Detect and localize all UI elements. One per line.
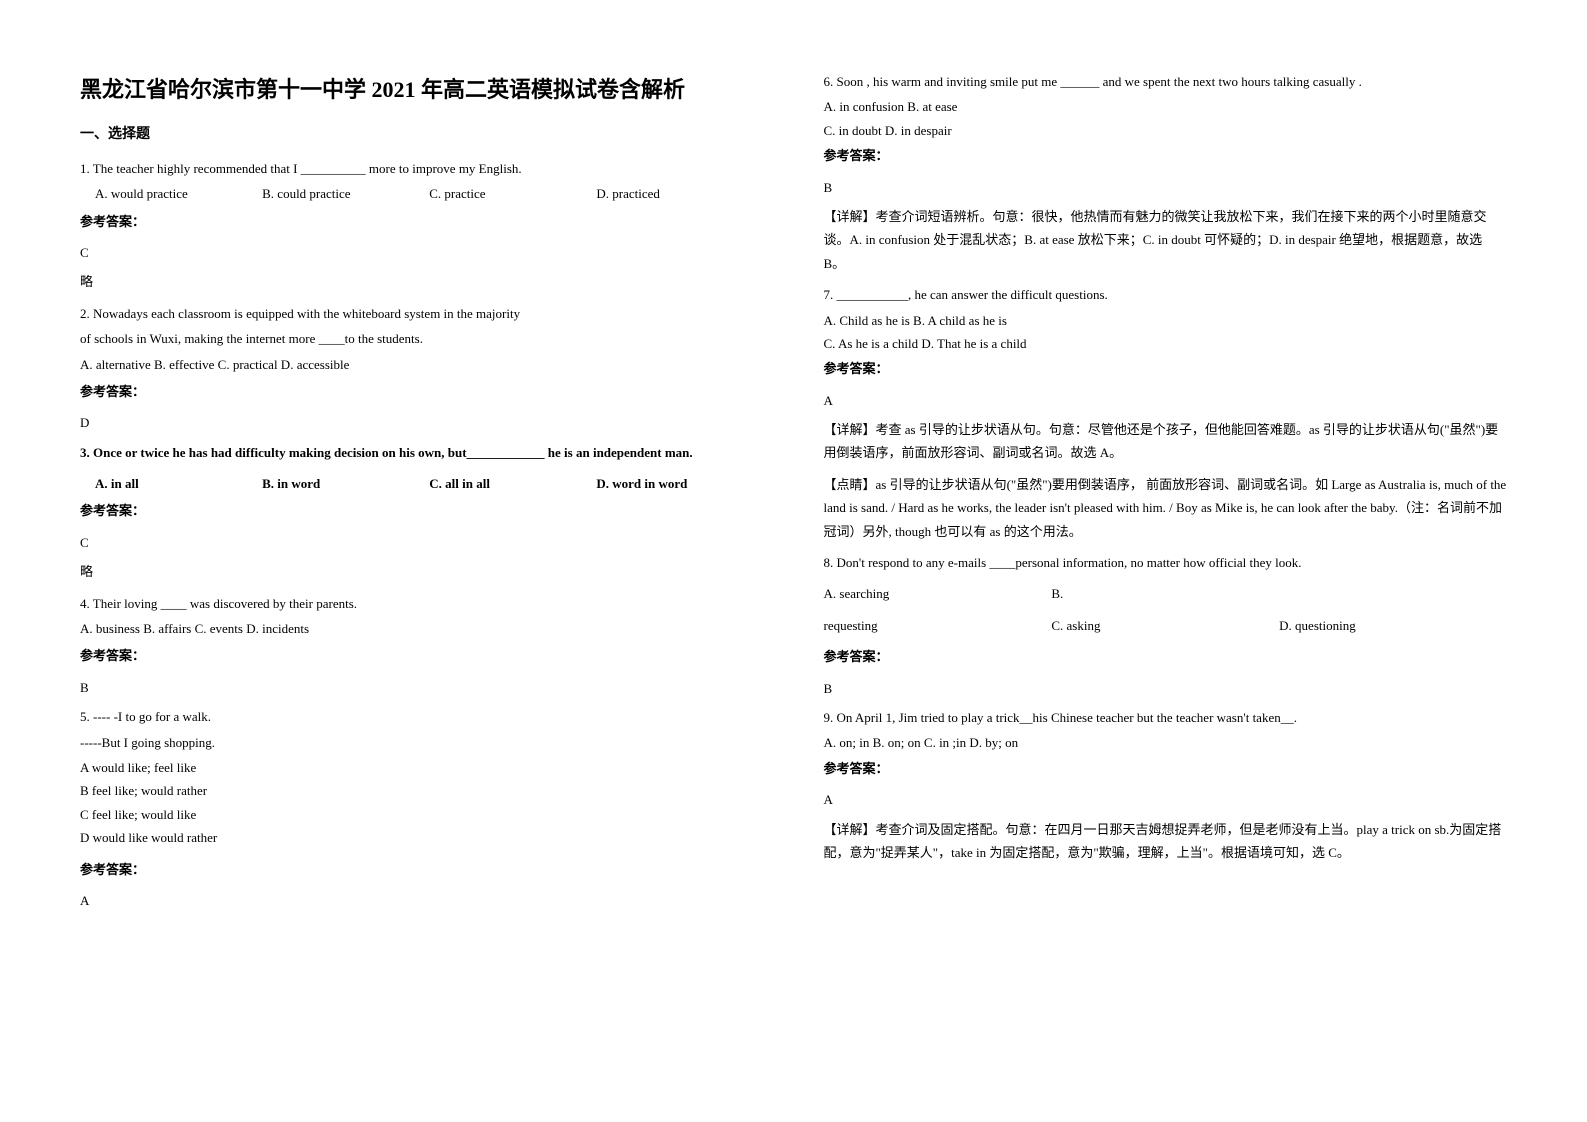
- question-8: 8. Don't respond to any e-mails ____pers…: [824, 551, 1508, 700]
- option-b: B. in word: [262, 472, 429, 495]
- answer-value: A: [80, 889, 764, 912]
- document-title: 黑龙江省哈尔滨市第十一中学 2021 年高二英语模拟试卷含解析: [80, 70, 764, 110]
- option-c: C. practice: [429, 182, 596, 205]
- answer-value: D: [80, 411, 764, 434]
- question-text: 1. The teacher highly recommended that I…: [80, 157, 764, 180]
- answer-value: B: [824, 176, 1508, 199]
- answer-value: B: [80, 676, 764, 699]
- left-column: 黑龙江省哈尔滨市第十一中学 2021 年高二英语模拟试卷含解析 一、选择题 1.…: [80, 70, 764, 1052]
- question-text: 2. Nowadays each classroom is equipped w…: [80, 302, 764, 325]
- options-row-1: A. in confusion B. at ease: [824, 95, 1508, 118]
- question-options: A. would practice B. could practice C. p…: [80, 182, 764, 205]
- section-header: 一、选择题: [80, 122, 764, 147]
- explanation-1: 【详解】考查 as 引导的让步状语从句。句意：尽管他还是个孩子，但他能回答难题。…: [824, 418, 1508, 465]
- answer-label: 参考答案：: [824, 357, 1508, 380]
- answer-label: 参考答案：: [80, 644, 764, 667]
- question-4: 4. Their loving ____ was discovered by t…: [80, 592, 764, 700]
- option-d: D. questioning: [1279, 614, 1507, 637]
- answer-label: 参考答案：: [80, 380, 764, 403]
- answer-label: 参考答案：: [80, 499, 764, 522]
- question-9: 9. On April 1, Jim tried to play a trick…: [824, 706, 1508, 864]
- answer-label: 参考答案：: [824, 144, 1508, 167]
- answer-value: B: [824, 677, 1508, 700]
- question-2: 2. Nowadays each classroom is equipped w…: [80, 302, 764, 435]
- question-text: 4. Their loving ____ was discovered by t…: [80, 592, 764, 615]
- answer-label: 参考答案：: [80, 858, 764, 881]
- question-options: A. alternative B. effective C. practical…: [80, 353, 764, 376]
- options-row-2: requesting C. asking D. questioning: [824, 614, 1508, 637]
- answer-value: C: [80, 531, 764, 554]
- option-c: C feel like; would like: [80, 803, 764, 826]
- answer-label: 参考答案：: [80, 210, 764, 233]
- question-text: 5. ---- -I to go for a walk.: [80, 705, 764, 728]
- option-b: B feel like; would rather: [80, 779, 764, 802]
- question-5: 5. ---- -I to go for a walk. -----But I …: [80, 705, 764, 912]
- question-text: 3. Once or twice he has had difficulty m…: [80, 441, 764, 464]
- question-options: A. in all B. in word C. all in all D. wo…: [80, 472, 764, 495]
- question-7: 7. ___________, he can answer the diffic…: [824, 283, 1508, 543]
- question-text: 9. On April 1, Jim tried to play a trick…: [824, 706, 1508, 729]
- answer-value: A: [824, 788, 1508, 811]
- option-c: C. asking: [1051, 614, 1279, 637]
- option-b: B. could practice: [262, 182, 429, 205]
- question-options: A. business B. affairs C. events D. inci…: [80, 617, 764, 640]
- option-a: A would like; feel like: [80, 756, 764, 779]
- question-6: 6. Soon , his warm and inviting smile pu…: [824, 70, 1508, 275]
- question-options: A. on; in B. on; on C. in ;in D. by; on: [824, 731, 1508, 754]
- options-row-1: A. Child as he is B. A child as he is: [824, 309, 1508, 332]
- explanation: 【详解】考查介词及固定搭配。句意：在四月一日那天吉姆想捉弄老师，但是老师没有上当…: [824, 818, 1508, 865]
- option-b-cont: requesting: [824, 614, 1052, 637]
- options-row-2: C. in doubt D. in despair: [824, 119, 1508, 142]
- question-text: 7. ___________, he can answer the diffic…: [824, 283, 1508, 306]
- options-row-1: A. searching B.: [824, 582, 1508, 605]
- answer-label: 参考答案：: [824, 757, 1508, 780]
- page-container: 黑龙江省哈尔滨市第十一中学 2021 年高二英语模拟试卷含解析 一、选择题 1.…: [80, 70, 1507, 1052]
- question-text: 8. Don't respond to any e-mails ____pers…: [824, 551, 1508, 574]
- right-column: 6. Soon , his warm and inviting smile pu…: [824, 70, 1508, 1052]
- question-text: of schools in Wuxi, making the internet …: [80, 327, 764, 350]
- question-text: 6. Soon , his warm and inviting smile pu…: [824, 70, 1508, 93]
- question-3: 3. Once or twice he has had difficulty m…: [80, 441, 764, 584]
- option-d: D would like would rather: [80, 826, 764, 849]
- option-d: D. word in word: [596, 472, 763, 495]
- question-1: 1. The teacher highly recommended that I…: [80, 157, 764, 294]
- option-b: B.: [1051, 582, 1279, 605]
- answer-label: 参考答案：: [824, 645, 1508, 668]
- option-c: C. all in all: [429, 472, 596, 495]
- explanation: 略: [80, 560, 764, 583]
- option-a: A. searching: [824, 582, 1052, 605]
- explanation-2: 【点睛】as 引导的让步状语从句("虽然")要用倒装语序， 前面放形容词、副词或…: [824, 473, 1508, 543]
- answer-value: A: [824, 389, 1508, 412]
- explanation: 略: [80, 270, 764, 293]
- option-d: D. practiced: [596, 182, 763, 205]
- question-text: -----But I going shopping.: [80, 731, 764, 754]
- option-a: A. in all: [95, 472, 262, 495]
- explanation: 【详解】考查介词短语辨析。句意：很快，他热情而有魅力的微笑让我放松下来，我们在接…: [824, 205, 1508, 275]
- options-row-2: C. As he is a child D. That he is a chil…: [824, 332, 1508, 355]
- option-a: A. would practice: [95, 182, 262, 205]
- answer-value: C: [80, 241, 764, 264]
